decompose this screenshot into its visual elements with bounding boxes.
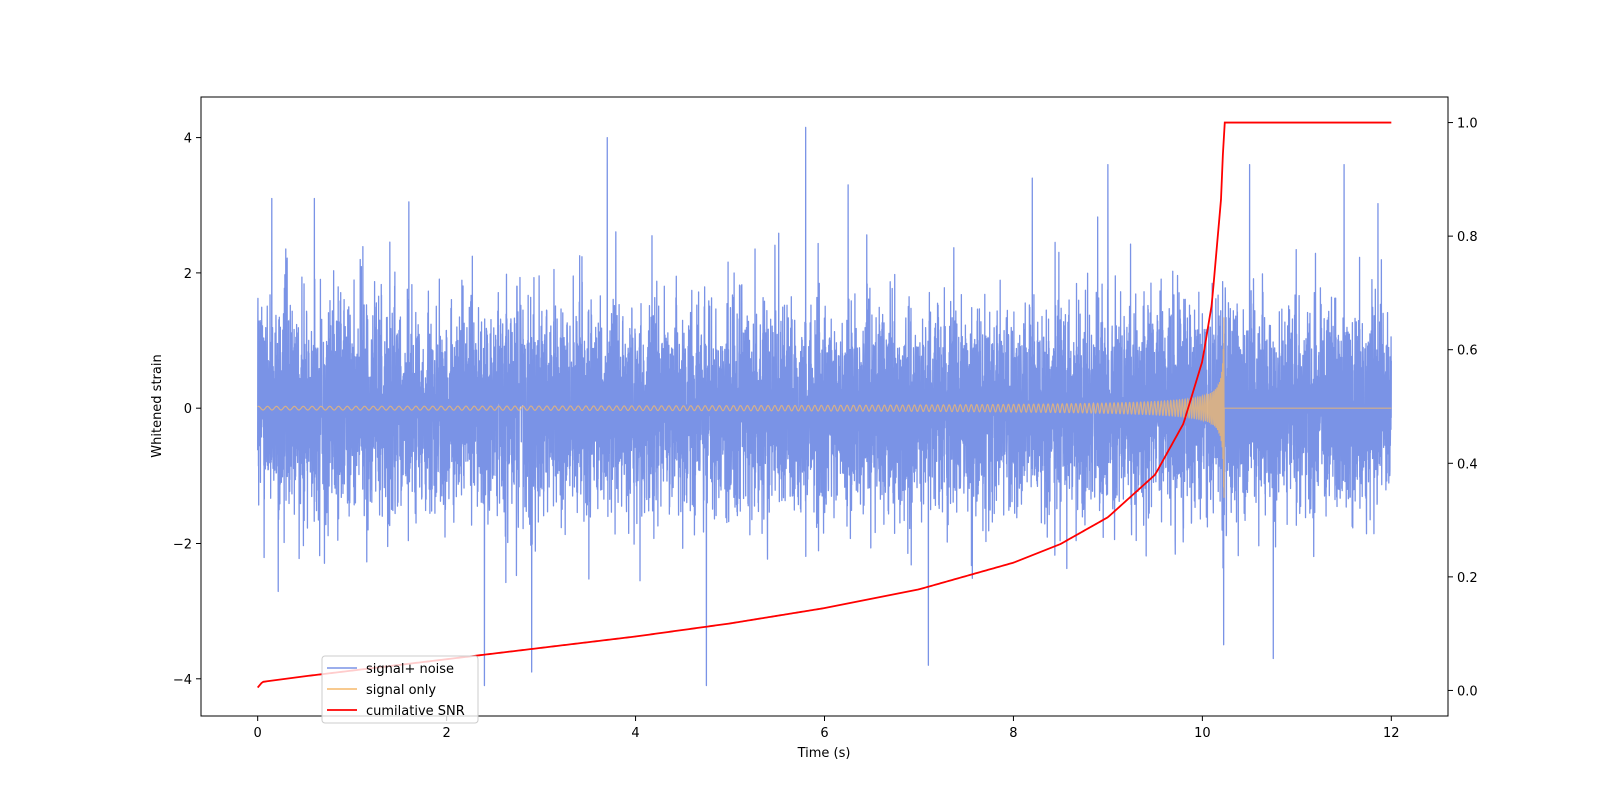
x-axis: 0 2 4 6 8 10 12	[254, 716, 1400, 741]
y-axis-right: 1.0 0.8 0.6 0.4 0.2 0.0	[1448, 117, 1478, 699]
y-tick-label: −4	[173, 673, 192, 688]
x-tick-label: 10	[1194, 726, 1211, 741]
x-tick-label: 4	[631, 726, 639, 741]
y2-tick-label: 0.2	[1457, 571, 1478, 586]
y-tick-label: 2	[184, 267, 192, 282]
legend-box	[321, 655, 479, 724]
y-tick-label: −2	[173, 537, 192, 552]
y2-tick-label: 1.0	[1457, 117, 1478, 132]
y2-tick-label: 0.8	[1457, 230, 1478, 245]
x-tick-label: 12	[1383, 726, 1400, 741]
legend-label: cumilative SNR	[366, 704, 465, 719]
y2-tick-label: 0.6	[1457, 344, 1478, 359]
x-tick-label: 0	[254, 726, 262, 741]
y-axis-label: Whitened strain	[150, 354, 165, 457]
series-signal-plus-noise	[257, 126, 1392, 687]
x-tick-label: 8	[1009, 726, 1017, 741]
y-tick-label: 0	[184, 402, 192, 417]
plot-lines	[256, 121, 1392, 689]
x-axis-label: Time (s)	[797, 746, 851, 761]
y2-tick-label: 0.0	[1457, 684, 1478, 699]
legend-label: signal+ noise	[366, 662, 454, 677]
legend-label: signal only	[366, 683, 436, 698]
x-tick-label: 2	[442, 726, 450, 741]
x-tick-label: 6	[820, 726, 828, 741]
y2-tick-label: 0.4	[1457, 457, 1478, 472]
y-axis-left: 4 2 0 −2 −4	[173, 132, 201, 688]
legend: signal+ noise signal only cumilative SNR	[321, 655, 479, 724]
series-signal-only	[257, 317, 1392, 498]
y-tick-label: 4	[184, 132, 192, 147]
